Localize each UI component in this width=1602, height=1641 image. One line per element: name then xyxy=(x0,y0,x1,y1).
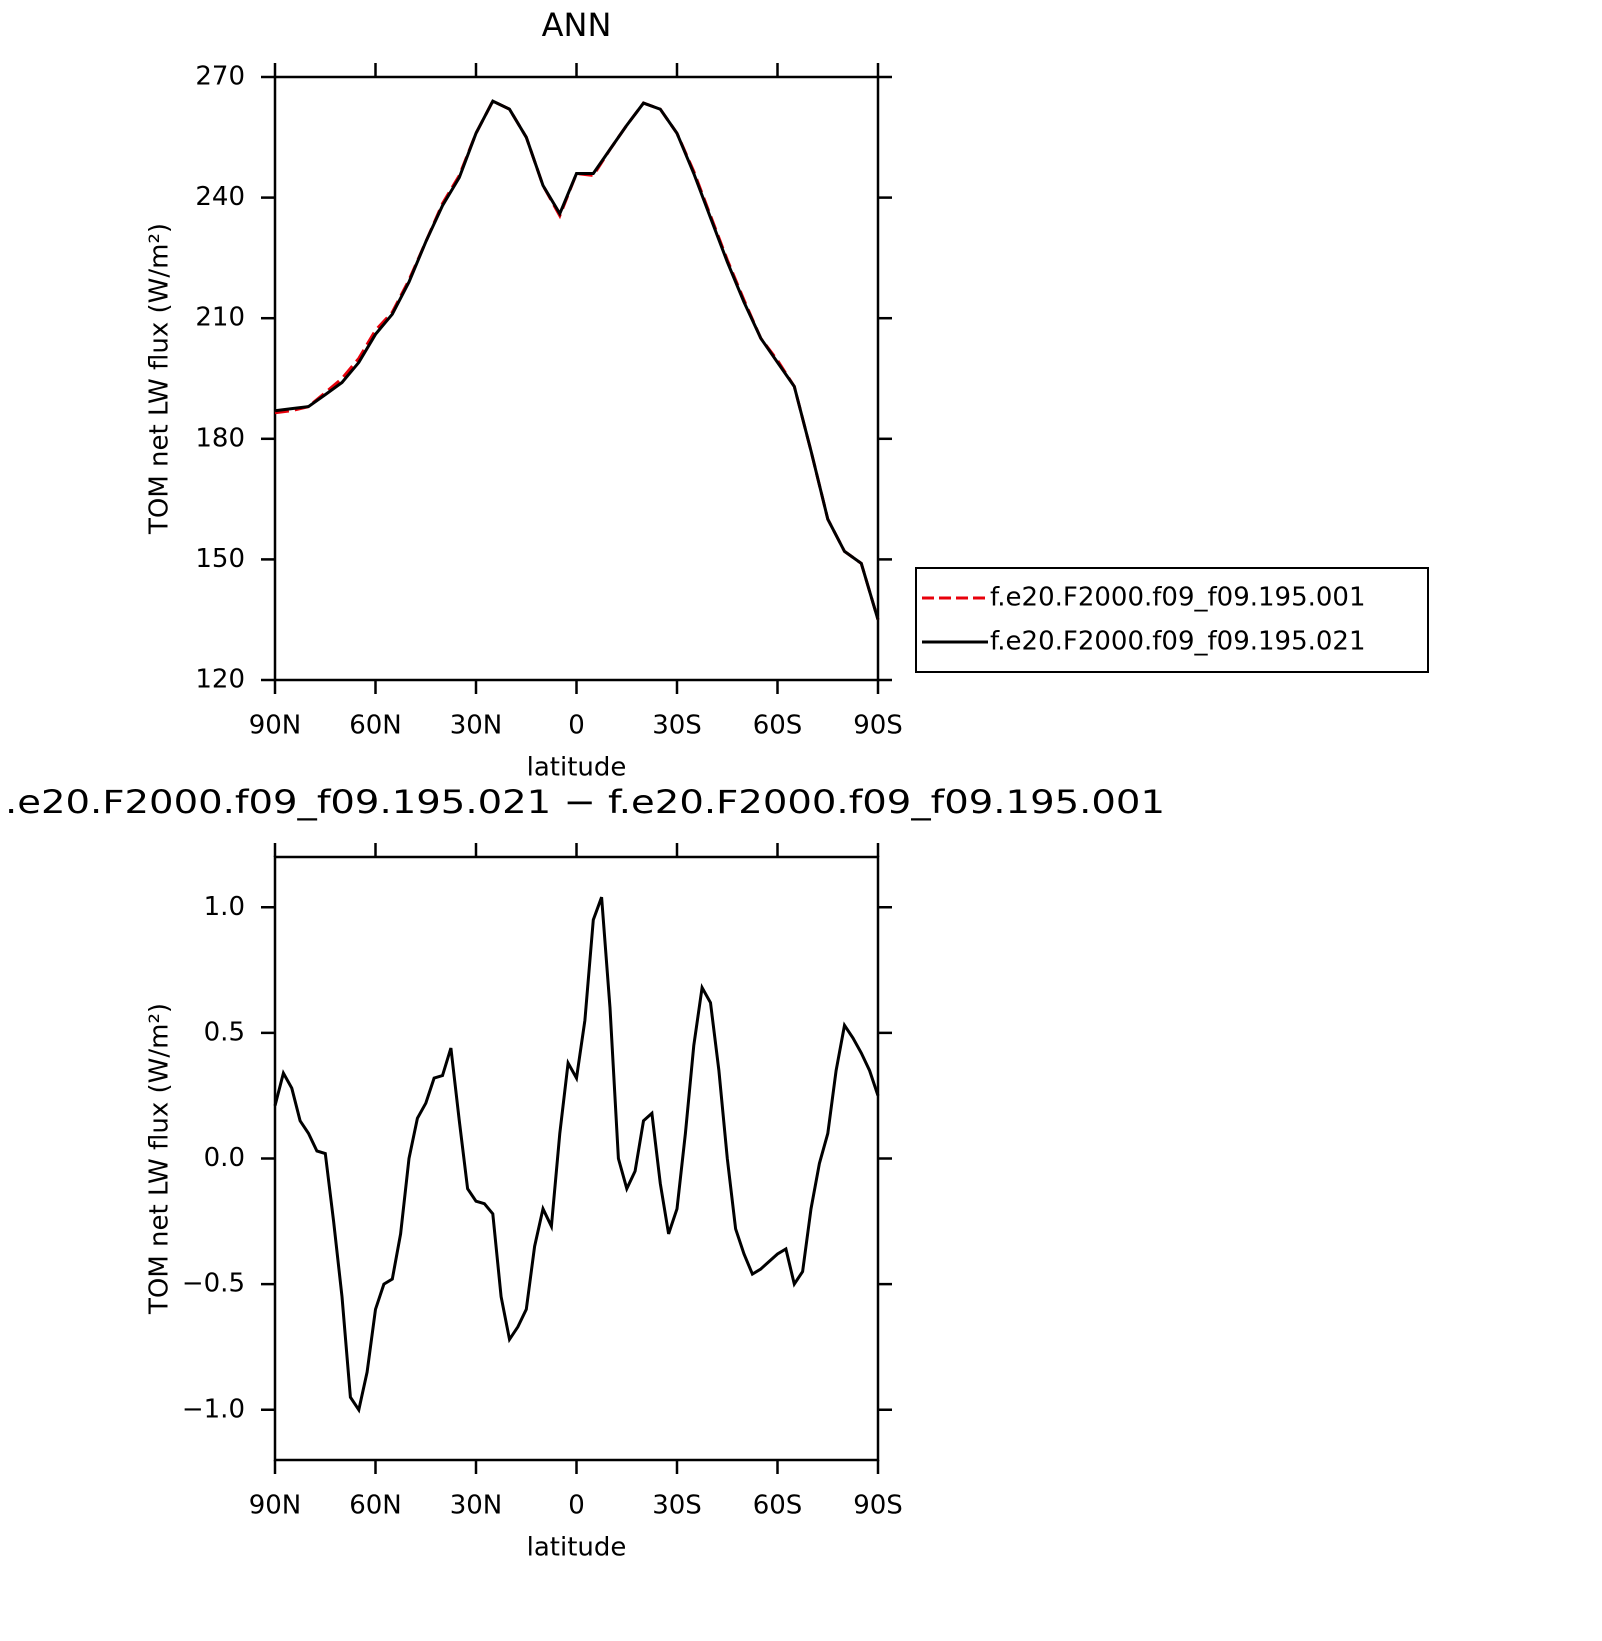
data-line xyxy=(274,99,880,621)
x-tick-label: 60S xyxy=(753,1491,803,1521)
x-axis-label: latitude xyxy=(527,753,627,783)
y-tick-label: 150 xyxy=(195,544,245,574)
y-axis-label: TOM net LW flux (W/m²) xyxy=(145,223,175,535)
x-tick-label: 60S xyxy=(753,711,803,741)
y-tick-label: 270 xyxy=(195,62,245,92)
x-tick-label: 90S xyxy=(853,711,903,741)
x-tick-label: 30S xyxy=(652,1491,702,1521)
legend-label: f.e20.F2000.f09_f09.195.001 xyxy=(990,583,1366,613)
x-tick-label: 0 xyxy=(568,711,585,741)
y-tick-label: 210 xyxy=(195,303,245,333)
y-tick-label: 0.5 xyxy=(204,1017,245,1047)
x-tick-label: 90N xyxy=(249,711,302,741)
x-tick-label: 90N xyxy=(249,1491,302,1521)
x-axis-label: latitude xyxy=(527,1533,627,1563)
x-tick-label: 60N xyxy=(349,1491,402,1521)
legend-box xyxy=(915,567,1429,673)
chart-title: .e20.F2000.f09_f09.195.021 − f.e20.F2000… xyxy=(5,783,1165,821)
y-tick-label: 180 xyxy=(195,423,245,453)
x-tick-label: 0 xyxy=(568,1491,585,1521)
y-tick-label: 0.0 xyxy=(204,1143,245,1173)
y-tick-label: 240 xyxy=(195,182,245,212)
x-tick-label: 30S xyxy=(652,711,702,741)
y-axis-label: TOM net LW flux (W/m²) xyxy=(145,1003,175,1315)
x-tick-label: 30N xyxy=(450,1491,503,1521)
data-line xyxy=(274,99,880,621)
chart-title: ANN xyxy=(542,6,612,44)
data-line xyxy=(273,896,880,1414)
x-tick-label: 90S xyxy=(853,1491,903,1521)
plot-frame xyxy=(273,855,880,1462)
x-tick-label: 60N xyxy=(349,711,402,741)
x-tick-label: 30N xyxy=(450,711,503,741)
y-tick-label: −0.5 xyxy=(182,1269,245,1299)
y-tick-label: 1.0 xyxy=(204,892,245,922)
y-tick-label: 120 xyxy=(195,665,245,695)
legend-label: f.e20.F2000.f09_f09.195.021 xyxy=(990,627,1366,657)
y-tick-label: −1.0 xyxy=(182,1394,245,1424)
